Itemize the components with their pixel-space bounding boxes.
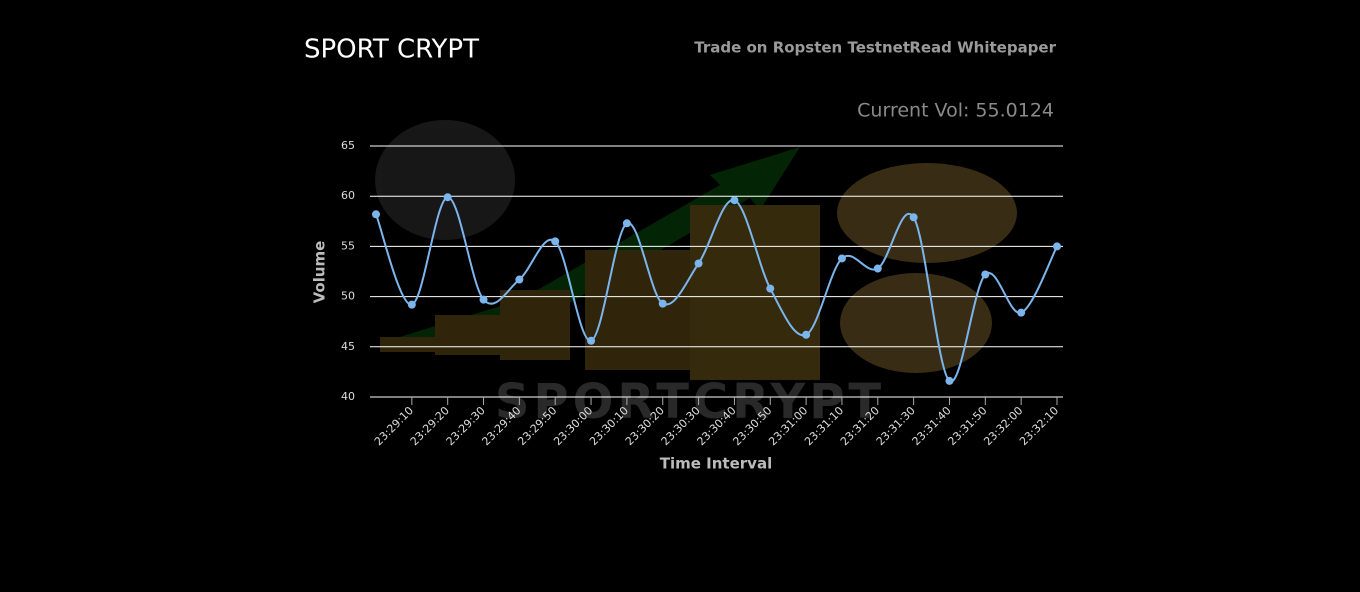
- point: [372, 210, 380, 219]
- point: [551, 237, 560, 246]
- point: [407, 300, 416, 309]
- point: [909, 213, 918, 222]
- x-axis-title: Time Interval: [660, 455, 772, 473]
- y-tick-label: 60: [341, 189, 355, 202]
- point: [1053, 242, 1061, 251]
- point: [873, 264, 882, 273]
- point: [730, 196, 739, 205]
- point: [945, 376, 954, 385]
- point: [443, 193, 452, 202]
- y-tick-label: 65: [341, 139, 355, 152]
- y-tick-label: 45: [341, 340, 355, 353]
- y-tick-label: 40: [341, 390, 355, 403]
- svg-text:SPORTCRYPT: SPORTCRYPT: [495, 374, 885, 430]
- y-tick-label: 50: [341, 290, 355, 303]
- nav-link[interactable]: Read Whitepaper: [909, 39, 1056, 57]
- brand[interactable]: SPORT CRYPT: [304, 35, 479, 65]
- point: [479, 295, 488, 304]
- point: [658, 299, 667, 308]
- point: [694, 259, 703, 268]
- point: [981, 270, 990, 279]
- point: [515, 275, 524, 284]
- point: [837, 254, 846, 263]
- background-art: SPORTCRYPT: [375, 120, 1017, 430]
- point: [587, 336, 596, 345]
- point: [622, 219, 631, 228]
- y-tick-label: 55: [341, 239, 355, 252]
- nav-link[interactable]: Trade on Ropsten Testnet: [694, 39, 910, 57]
- point: [802, 330, 811, 339]
- current-volume: Current Vol: 55.0124: [857, 100, 1054, 122]
- point: [1017, 308, 1026, 317]
- point: [766, 284, 775, 293]
- x-tick-label: 23:32:10: [1017, 404, 1061, 448]
- y-axis-title: Volume: [311, 241, 329, 304]
